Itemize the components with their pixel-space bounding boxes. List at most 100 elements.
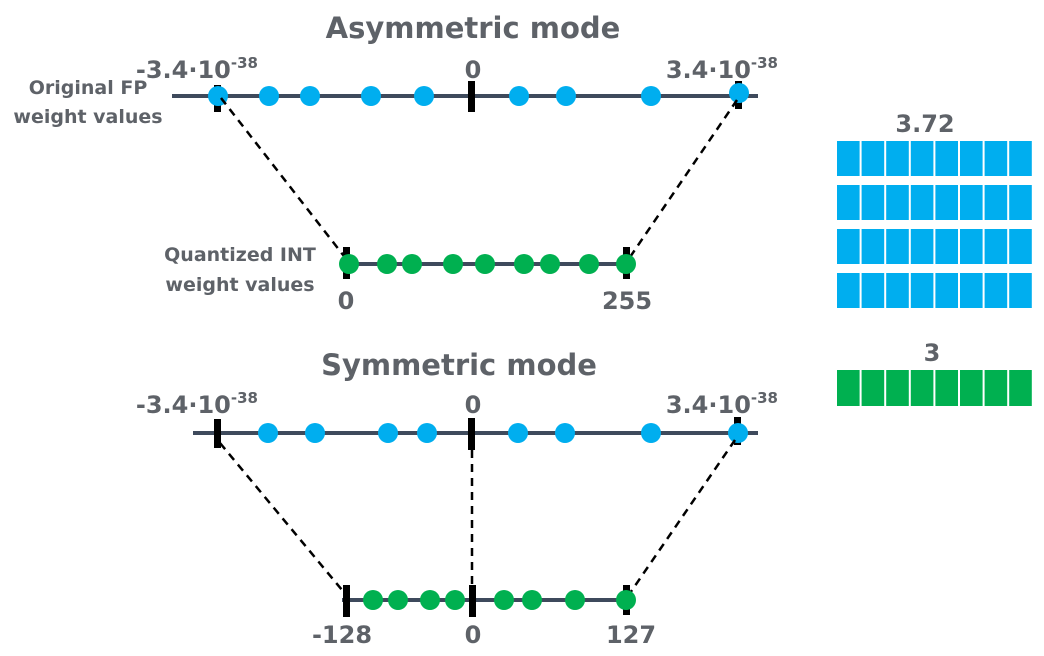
fp-dot	[509, 86, 529, 106]
fp-bit-cell	[960, 185, 983, 220]
sym-map-line-left	[219, 442, 348, 597]
fp-dot	[641, 86, 661, 106]
fp-dot	[414, 86, 434, 106]
int-dot	[388, 590, 408, 610]
fp-bit-cell	[837, 185, 860, 220]
fp-bit-cell	[960, 229, 983, 264]
fp-dot	[555, 423, 575, 443]
fp-bit-cell	[1009, 273, 1032, 308]
fp-bit-cell	[910, 229, 934, 264]
int-bit-cell	[837, 370, 860, 406]
int-dot	[339, 254, 359, 274]
int-dot	[443, 254, 463, 274]
fp-bit-cell	[984, 273, 1008, 308]
fp-dot	[378, 423, 398, 443]
int-bit-cell	[960, 370, 983, 406]
fp-values-label-line2: weight values	[13, 106, 162, 128]
fp-dot	[728, 423, 748, 443]
fp-bit-cell	[935, 185, 958, 220]
fp-bit-cell	[910, 185, 934, 220]
int-dot	[420, 590, 440, 610]
int-bit-cell	[984, 370, 1008, 406]
fp-bit-cell	[837, 229, 860, 264]
asym-fp-dots	[208, 83, 749, 106]
fp-dot	[300, 86, 320, 106]
fp-dot	[258, 423, 278, 443]
int-bit-cell	[1009, 370, 1032, 406]
fp-bit-cell	[886, 141, 909, 176]
sym-int-min-label: -128	[312, 621, 372, 649]
asym-fp-zero-marker	[468, 81, 475, 112]
fp-bit-cell	[935, 141, 958, 176]
int-dot	[402, 254, 422, 274]
int-dot	[377, 254, 397, 274]
int-dot	[616, 254, 636, 274]
fp-dot	[417, 423, 437, 443]
fp-bit-cell	[837, 273, 860, 308]
asym-int-max-label: 255	[602, 287, 652, 315]
sym-fp-min-marker	[214, 419, 221, 448]
int-bit-cell	[861, 370, 885, 406]
fp-bit-cell	[910, 141, 934, 176]
int-dot	[522, 590, 542, 610]
asym-int-dots	[339, 254, 636, 274]
fp-dot	[259, 86, 279, 106]
int-dot	[445, 590, 465, 610]
asym-fp-max-label: 3.4·10-38	[666, 54, 778, 84]
asym-fp-zero-label: 0	[465, 56, 482, 84]
int-dot	[363, 590, 383, 610]
sym-int-zero-label: 0	[465, 621, 482, 649]
fp-bit-cell	[1009, 229, 1032, 264]
fp-bit-cell	[886, 185, 909, 220]
asym-fp-min-label: -3.4·10-38	[136, 54, 258, 84]
sym-fp-dots	[258, 423, 748, 443]
fp-bit-cell	[960, 141, 983, 176]
int-dot	[616, 590, 636, 610]
sym-int-zero-marker	[469, 585, 476, 617]
fp-bit-cell	[886, 273, 909, 308]
fp-bit-cell	[984, 141, 1008, 176]
fp-bit-cell	[910, 273, 934, 308]
fp-dot	[361, 86, 381, 106]
fp-bit-cell	[1009, 185, 1032, 220]
fp-bit-cell	[861, 273, 885, 308]
symmetric-title: Symmetric mode	[321, 348, 597, 382]
sym-fp-max-label: 3.4·10-38	[666, 389, 778, 419]
asym-map-line-right	[626, 99, 739, 261]
fp-bit-cell	[984, 185, 1008, 220]
int-bit-cell	[910, 370, 934, 406]
fp-bit-cell	[984, 229, 1008, 264]
int-values-label-line2: weight values	[165, 274, 314, 296]
fp-values-label-line1: Original FP	[29, 77, 148, 99]
int-dot	[579, 254, 599, 274]
fp-bit-cell	[935, 229, 958, 264]
asym-map-line-left	[220, 97, 348, 261]
fp-dot	[641, 423, 661, 443]
fp-bit-cell	[960, 273, 983, 308]
int-dot	[565, 590, 585, 610]
asym-int-min-label: 0	[338, 287, 355, 315]
sym-int-max-label: 127	[606, 621, 656, 649]
int8-bit-block	[837, 370, 1032, 406]
fp-bit-cell	[886, 229, 909, 264]
sym-int-min-marker	[343, 585, 350, 617]
int-values-label-line1: Quantized INT	[164, 244, 316, 266]
int-dot	[514, 254, 534, 274]
fp-bit-cell	[1009, 141, 1032, 176]
fp32-bit-block	[837, 141, 1032, 308]
fp-bit-cell	[861, 185, 885, 220]
sym-fp-min-label: -3.4·10-38	[136, 389, 258, 419]
int-bit-cell	[886, 370, 909, 406]
fp-dot	[508, 423, 528, 443]
sym-fp-zero-marker	[468, 418, 475, 450]
asymmetric-title: Asymmetric mode	[326, 11, 621, 45]
fp-dot	[729, 83, 749, 103]
fp-bit-cell	[861, 141, 885, 176]
sym-int-dots	[363, 590, 636, 610]
fp-dot	[305, 423, 325, 443]
fp-dot	[556, 86, 576, 106]
int-bit-cell	[935, 370, 958, 406]
int-dot	[494, 590, 514, 610]
fp-bit-cell	[837, 141, 860, 176]
